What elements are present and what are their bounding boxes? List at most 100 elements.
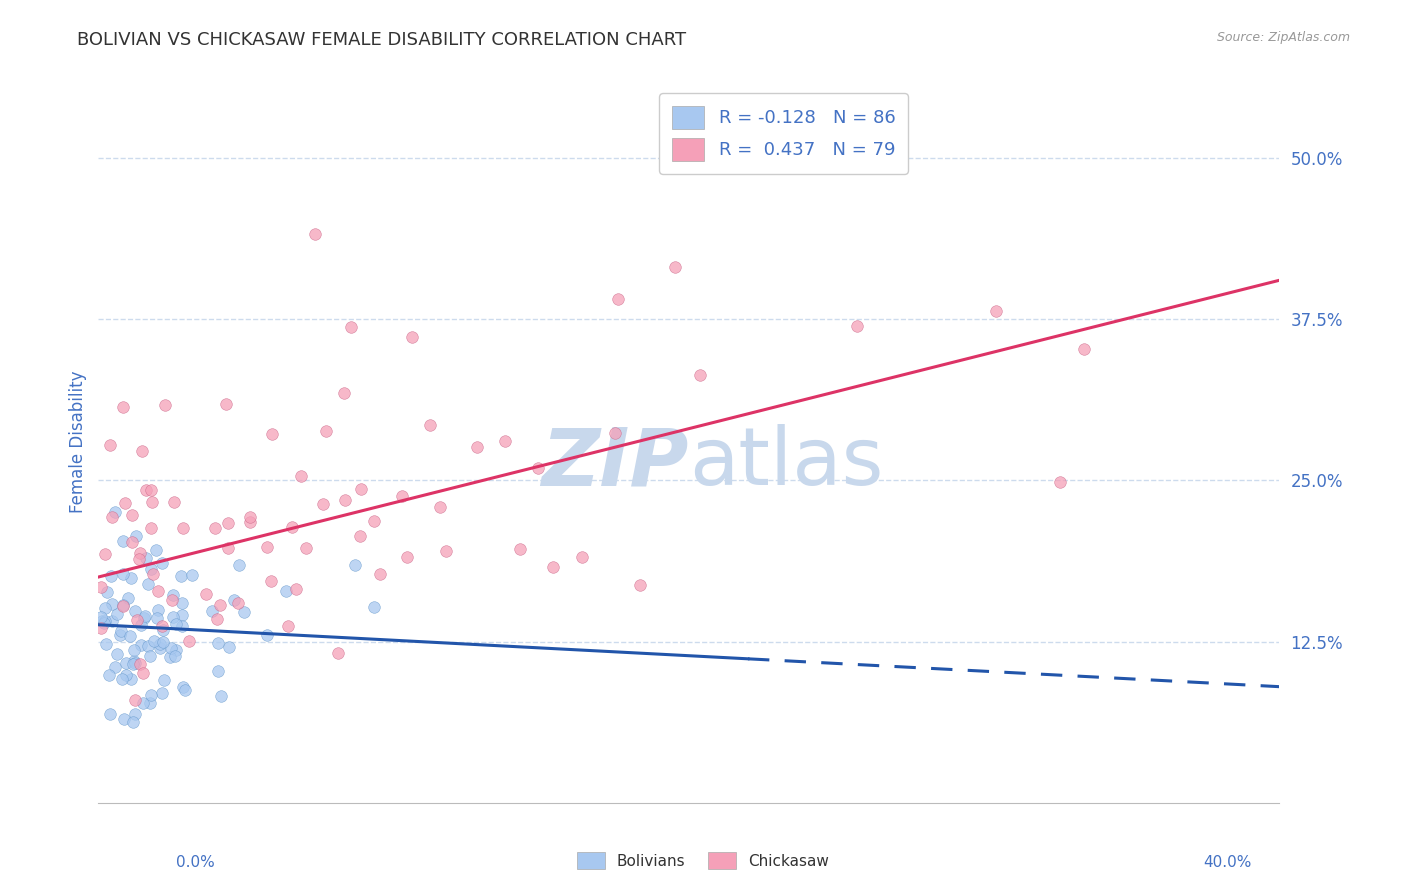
Point — [129, 546, 152, 560]
Point — [181, 568, 204, 582]
Point — [94, 547, 117, 561]
Point — [401, 329, 423, 343]
Point — [1073, 343, 1095, 357]
Point — [90, 621, 112, 635]
Text: ZIP: ZIP — [541, 425, 689, 502]
Point — [349, 483, 371, 497]
Point — [138, 649, 160, 664]
Point — [124, 692, 146, 706]
Point — [165, 643, 187, 657]
Point — [129, 657, 152, 671]
Point — [204, 521, 226, 535]
Point — [541, 560, 564, 574]
Point — [152, 623, 174, 637]
Point — [209, 689, 232, 703]
Point — [125, 529, 148, 543]
Point — [105, 607, 128, 622]
Point — [217, 541, 239, 556]
Point — [111, 566, 134, 581]
Legend: Bolivians, Chickasaw: Bolivians, Chickasaw — [571, 846, 835, 875]
Point — [150, 618, 173, 632]
Point — [226, 596, 249, 610]
Point — [124, 707, 146, 722]
Point — [96, 637, 118, 651]
Point — [98, 438, 121, 452]
Point — [218, 640, 240, 654]
Point — [465, 441, 488, 455]
Point — [256, 540, 278, 554]
Point — [145, 542, 167, 557]
Point — [277, 619, 299, 633]
Point — [215, 396, 238, 410]
Point — [194, 587, 217, 601]
Point — [312, 497, 335, 511]
Point — [93, 615, 115, 630]
Point — [222, 593, 245, 607]
Point — [135, 483, 157, 497]
Point — [260, 574, 283, 588]
Point — [124, 604, 146, 618]
Point — [112, 534, 135, 549]
Point — [124, 642, 146, 657]
Point — [239, 509, 262, 524]
Point — [295, 541, 318, 555]
Point — [111, 599, 134, 614]
Point — [122, 654, 145, 668]
Point — [136, 639, 159, 653]
Point — [141, 483, 163, 497]
Point — [207, 664, 229, 678]
Point — [142, 566, 165, 581]
Point — [256, 628, 278, 642]
Point — [606, 292, 628, 306]
Point — [163, 648, 186, 663]
Point — [344, 558, 367, 572]
Point — [509, 541, 531, 556]
Point — [146, 583, 169, 598]
Point — [281, 520, 304, 534]
Point — [139, 697, 162, 711]
Point — [111, 673, 134, 687]
Point — [100, 510, 122, 524]
Point — [125, 613, 148, 627]
Point — [160, 640, 183, 655]
Point — [141, 495, 163, 509]
Point — [845, 319, 868, 334]
Point — [98, 706, 121, 721]
Point — [162, 610, 184, 624]
Point — [120, 571, 142, 585]
Point — [105, 648, 128, 662]
Point — [163, 495, 186, 509]
Point — [177, 634, 200, 648]
Text: atlas: atlas — [689, 425, 883, 502]
Point — [104, 505, 127, 519]
Point — [170, 568, 193, 582]
Point — [122, 657, 145, 672]
Point — [165, 617, 187, 632]
Legend: R = -0.128   N = 86, R =  0.437   N = 79: R = -0.128 N = 86, R = 0.437 N = 79 — [659, 93, 908, 174]
Point — [333, 492, 356, 507]
Point — [112, 598, 135, 612]
Point — [149, 641, 172, 656]
Text: 40.0%: 40.0% — [1204, 855, 1251, 870]
Point — [98, 668, 121, 682]
Point — [304, 227, 326, 241]
Point — [228, 558, 250, 572]
Point — [239, 515, 262, 529]
Point — [90, 610, 112, 624]
Point — [207, 635, 229, 649]
Point — [142, 633, 165, 648]
Point — [121, 534, 143, 549]
Point — [172, 521, 194, 535]
Point — [122, 714, 145, 729]
Point — [349, 529, 371, 543]
Point — [434, 544, 457, 558]
Point — [134, 609, 156, 624]
Point — [315, 424, 337, 438]
Point — [131, 696, 153, 710]
Point — [104, 660, 127, 674]
Point — [120, 630, 142, 644]
Point — [494, 434, 516, 449]
Point — [110, 628, 132, 642]
Point — [117, 591, 139, 605]
Point — [429, 500, 451, 515]
